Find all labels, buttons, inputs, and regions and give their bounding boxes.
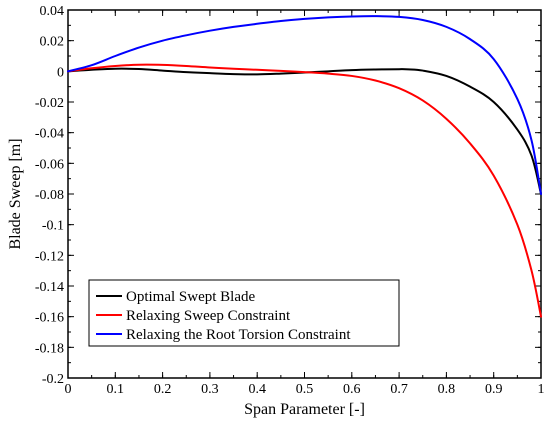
y-tick-label: 0	[57, 65, 64, 80]
x-axis: 0 0.1 0.2 0.3 0.4 0.5 0.6 0.7 0.8 0.9 1	[65, 10, 545, 397]
y-tick-label: -0.2	[42, 372, 64, 387]
y-tick-label: -0.04	[35, 127, 64, 142]
y-tick-label: -0.08	[35, 188, 64, 203]
y-tick-label: -0.02	[35, 96, 64, 111]
y-tick-label: 0.02	[40, 35, 65, 50]
series-line-2	[67, 63, 542, 318]
x-tick-label: 0	[65, 382, 72, 397]
legend: Optimal Swept Blade Relaxing Sweep Constr…	[88, 279, 400, 347]
series-layer	[67, 15, 542, 318]
x-tick-label: 1	[538, 382, 545, 397]
x-tick-label: 0.4	[248, 382, 266, 397]
x-tick-label: 0.9	[485, 382, 503, 397]
series-line-3	[67, 15, 542, 195]
x-tick-label: 0.2	[154, 382, 172, 397]
y-tick-label: -0.12	[35, 249, 64, 264]
x-tick-label: 0.1	[107, 382, 125, 397]
legend-box	[88, 279, 400, 347]
y-tick-label: -0.1	[42, 219, 64, 234]
x-tick-label: 0.3	[201, 382, 219, 397]
y-tick-label: -0.16	[35, 311, 64, 326]
y-tick-label: -0.06	[35, 157, 64, 172]
legend-label-2: Relaxing Sweep Constraint	[126, 308, 291, 324]
x-axis-title: Span Parameter [-]	[244, 401, 365, 418]
y-tick-label: -0.18	[35, 341, 64, 356]
x-tick-label: 0.8	[438, 382, 456, 397]
y-tick-label: -0.14	[35, 280, 64, 295]
y-tick-label: 0.04	[40, 4, 65, 19]
x-tick-label: 0.6	[343, 382, 361, 397]
y-axis-title: Blade Sweep [m]	[7, 138, 24, 249]
legend-label-1: Optimal Swept Blade	[126, 289, 255, 305]
legend-label-3: Relaxing the Root Torsion Constraint	[126, 327, 351, 343]
x-tick-label: 0.7	[390, 382, 408, 397]
y-axis: 0.04 0.02 0 -0.02 -0.04 -0.06 -0.08 -0.1 -0.12 -0…	[35, 4, 541, 387]
series-line-1	[67, 67, 542, 195]
x-tick-label: 0.5	[296, 382, 314, 397]
